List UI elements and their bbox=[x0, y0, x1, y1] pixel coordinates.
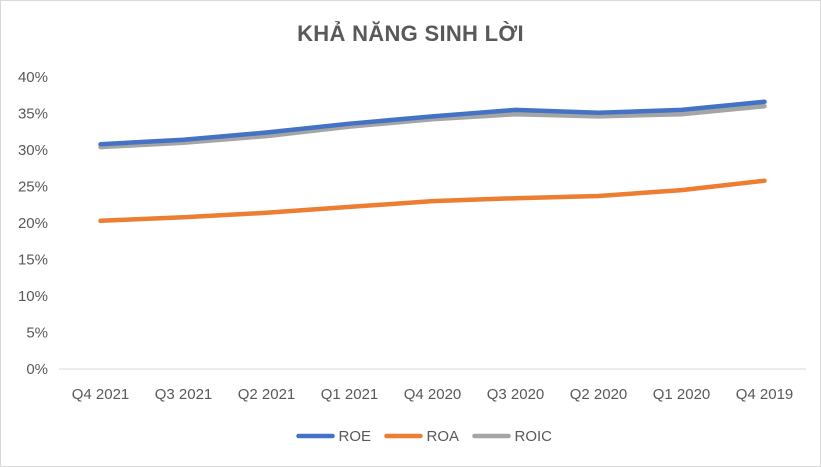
y-tick-label: 0% bbox=[26, 361, 48, 378]
x-tick-label: Q4 2021 bbox=[72, 386, 130, 403]
x-tick-label: Q3 2020 bbox=[487, 386, 545, 403]
legend-label-roa: ROA bbox=[427, 428, 460, 445]
legend-label-roe: ROE bbox=[339, 428, 372, 445]
x-tick-label: Q2 2020 bbox=[570, 386, 628, 403]
x-tick-label: Q1 2020 bbox=[653, 386, 711, 403]
chart-title: KHẢ NĂNG SINH LỜI bbox=[297, 21, 524, 46]
series-line-roa bbox=[98, 178, 767, 224]
y-tick-label: 25% bbox=[18, 179, 48, 196]
y-tick-label: 5% bbox=[26, 325, 48, 342]
x-tick-label: Q4 2019 bbox=[736, 386, 794, 403]
y-tick-label: 10% bbox=[18, 288, 48, 305]
y-tick-label: 20% bbox=[18, 215, 48, 232]
series-line-roe bbox=[98, 99, 767, 147]
x-tick-label: Q4 2020 bbox=[404, 386, 462, 403]
y-tick-label: 35% bbox=[18, 106, 48, 123]
x-tick-label: Q3 2021 bbox=[155, 386, 213, 403]
legend-label-roic: ROIC bbox=[515, 428, 553, 445]
y-tick-label: 30% bbox=[18, 142, 48, 159]
y-tick-label: 15% bbox=[18, 252, 48, 269]
series-line-roic bbox=[98, 103, 767, 150]
x-tick-label: Q1 2021 bbox=[321, 386, 379, 403]
x-tick-label: Q2 2021 bbox=[238, 386, 296, 403]
y-tick-label: 40% bbox=[18, 69, 48, 86]
